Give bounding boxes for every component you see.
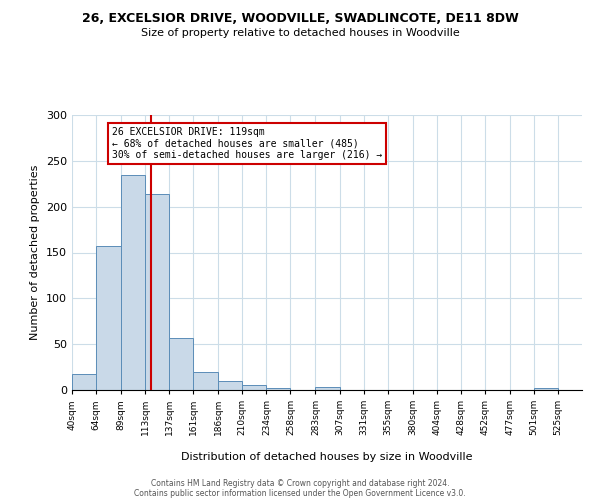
Bar [193, 372, 218, 390]
Text: Size of property relative to detached houses in Woodville: Size of property relative to detached ho… [140, 28, 460, 38]
Bar [169, 338, 193, 390]
Y-axis label: Number of detached properties: Number of detached properties [31, 165, 40, 340]
Bar [96, 246, 121, 390]
Bar [218, 381, 242, 390]
Bar [316, 387, 340, 390]
Text: Contains HM Land Registry data © Crown copyright and database right 2024.: Contains HM Land Registry data © Crown c… [151, 479, 449, 488]
Bar [266, 388, 290, 390]
Text: Distribution of detached houses by size in Woodville: Distribution of detached houses by size … [181, 452, 473, 462]
Bar [72, 374, 96, 390]
Bar [121, 176, 145, 390]
Text: Contains public sector information licensed under the Open Government Licence v3: Contains public sector information licen… [134, 490, 466, 498]
Bar [242, 386, 266, 390]
Bar [534, 388, 558, 390]
Text: 26, EXCELSIOR DRIVE, WOODVILLE, SWADLINCOTE, DE11 8DW: 26, EXCELSIOR DRIVE, WOODVILLE, SWADLINC… [82, 12, 518, 26]
Bar [145, 194, 169, 390]
Text: 26 EXCELSIOR DRIVE: 119sqm
← 68% of detached houses are smaller (485)
30% of sem: 26 EXCELSIOR DRIVE: 119sqm ← 68% of deta… [112, 127, 382, 160]
